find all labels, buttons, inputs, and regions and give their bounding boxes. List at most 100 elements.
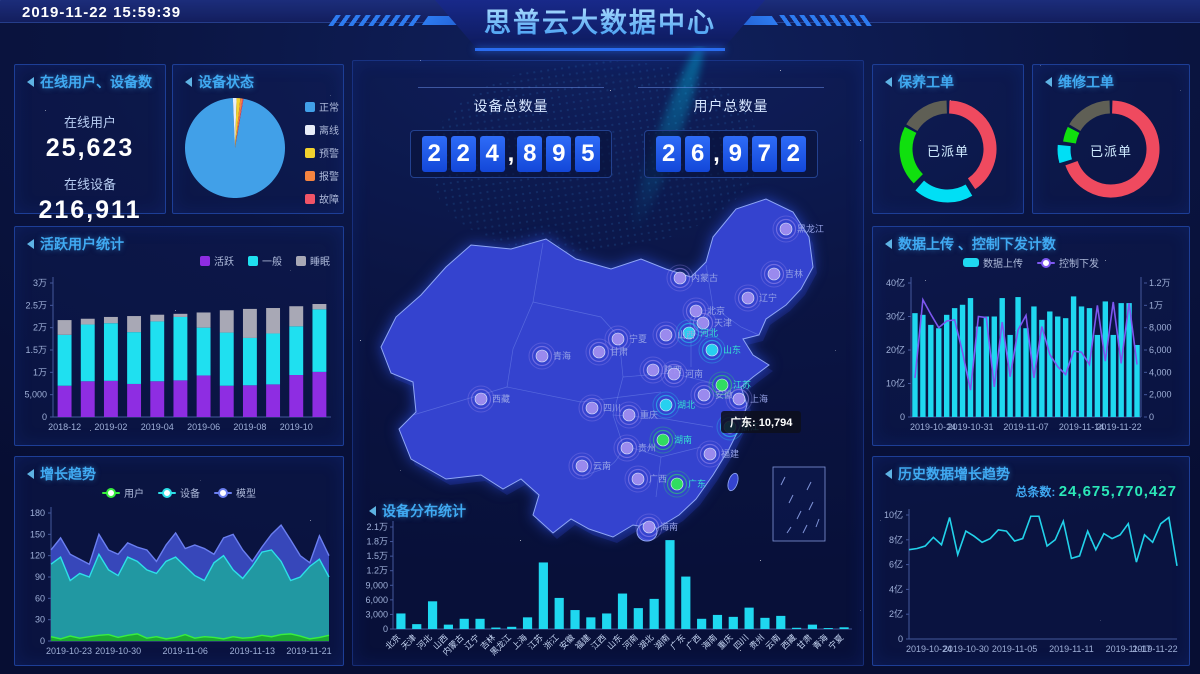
active-users-chart[interactable]: 0 5,000 1万 1.5万 2万 2.5万 3万 2018-12 2019-02 2019-0… [17,275,341,441]
svg-text:河南: 河南 [621,632,640,651]
map-bubble[interactable]: 广西 [624,465,667,493]
svg-text:浙江: 浙江 [542,632,561,651]
map-bubble[interactable]: 四川 [578,394,621,422]
legend-item[interactable]: 设备 [158,485,200,500]
bar-segment [312,371,327,417]
svg-text:2019-11-11: 2019-11-11 [1049,644,1094,654]
map-bubble[interactable]: 重庆 [615,401,658,429]
china-map[interactable]: 黑龙江吉林辽宁内蒙古北京天津河北山西山东宁夏甘肃青海陕西河南江苏安徽上海西藏四川… [361,177,861,567]
bar [1134,344,1140,417]
upload-dispatch-chart[interactable]: 0 10亿 20亿 30亿 40亿 0 2,000 4,000 6,000 8,000 1万 1.2万… [875,275,1187,441]
map-bubble[interactable]: 安徽 [690,381,733,409]
legend-item[interactable]: 一般 [248,253,282,268]
map-bubble[interactable]: 宁夏 [604,325,647,353]
svg-text:1.8万: 1.8万 [366,537,388,547]
map-bubble[interactable]: 天津 [689,309,732,337]
bar-segment [242,385,257,417]
panel-arrow-icon [885,77,892,87]
svg-text:3,000: 3,000 [365,609,388,619]
map-bubble[interactable]: 西藏 [467,385,510,413]
panel-active-users: 活跃用户统计 活跃 一般 睡眠 0 5,000 1万 1.5万 2万 2.5万 3万 2018-1… [14,226,344,446]
map-bubble[interactable]: 河北 [675,319,718,347]
map-bubble[interactable]: 内蒙古 [666,264,718,292]
legend-item[interactable]: 报警 [305,168,339,183]
svg-text:安徽: 安徽 [557,632,576,651]
svg-text:湖南: 湖南 [674,434,692,445]
panel-title: 活跃用户统计 [40,236,124,252]
legend: 数据上传 控制下发 [873,255,1189,270]
map-taiwan-island [727,472,739,492]
svg-text:9,000: 9,000 [365,580,388,590]
panel-title: 设备状态 [198,74,254,90]
map-bubble[interactable]: 海南 [635,513,678,541]
bar [522,617,533,629]
svg-text:宁夏: 宁夏 [629,333,647,344]
bar [1031,306,1037,417]
map-bubble[interactable]: 上海 [725,385,768,413]
svg-text:贵州: 贵州 [747,632,766,651]
map-bubble[interactable]: 黑龙江 [772,215,824,243]
donut-slice [948,100,997,190]
map-bubble[interactable]: 吉林 [760,260,803,288]
legend-item[interactable]: 睡眠 [296,253,330,268]
bar-segment [312,309,327,372]
map-bubble[interactable]: 湖南 [649,426,692,454]
svg-text:2019-02: 2019-02 [94,422,127,432]
map-bubble[interactable]: 甘肃 [585,338,628,366]
bar [967,298,974,417]
svg-text:海南: 海南 [700,632,719,651]
legend-item[interactable]: 活跃 [200,253,234,268]
svg-text:福建: 福建 [573,632,592,651]
line-series [908,515,1178,566]
svg-text:广西: 广西 [649,473,667,484]
device-distribution-chart[interactable]: 03,0006,0009,0001.2万1.5万1.8万2.1万北京天津河北山西… [355,521,860,663]
legend-chip-icon [200,255,210,266]
digit-box: 2 [450,136,476,172]
svg-text:河南: 河南 [685,368,703,379]
legend-item[interactable]: 预警 [305,145,339,160]
map-bubble[interactable]: 云南 [568,452,611,480]
map-bubble[interactable]: 湖北 [652,391,695,419]
legend: 正常离线预警报警故障 [305,95,339,210]
legend-item[interactable]: 模型 [214,485,256,500]
bar [983,316,990,417]
legend-item[interactable]: 控制下发 [1037,255,1099,270]
digit-box: 2 [656,136,682,172]
map-bubble[interactable]: 山东 [698,336,741,364]
pie-slice [235,98,241,148]
bar-segment [127,383,142,417]
panel-title: 历史数据增长趋势 [898,466,1010,482]
svg-text:山东: 山东 [605,632,624,651]
bar-segment [289,306,304,327]
map-bubble[interactable]: 河南 [660,360,703,388]
legend-chip-icon [296,255,306,266]
legend-item[interactable]: 离线 [305,122,339,137]
map-bubble[interactable]: 辽宁 [734,284,777,312]
map-bubble[interactable]: 山西 [652,321,695,349]
svg-text:甘肃: 甘肃 [610,346,628,357]
device-status-pie-chart[interactable] [179,91,294,206]
svg-text:江苏: 江苏 [733,379,751,390]
maintenance-donut-chart[interactable] [873,91,1023,211]
svg-text:1.5万: 1.5万 [25,345,47,355]
bar [1126,303,1132,417]
repair-donut-chart[interactable] [1036,91,1186,211]
map-bubble[interactable]: 江苏 [708,371,751,399]
map-bubble[interactable]: 青海 [528,342,571,370]
svg-text:2019-11-13: 2019-11-13 [230,646,275,656]
legend-chip-icon [305,124,315,135]
legend-label: 报警 [319,172,339,183]
legend-item[interactable]: 数据上传 [963,255,1023,270]
growth-trend-chart[interactable]: 0 30 60 90 120 150 180 2019-10-23 2019-10-30 2019… [17,505,341,661]
svg-text:2019-08: 2019-08 [233,422,266,432]
bar-segment [219,385,234,417]
map-bubble[interactable]: 福建 [696,440,739,468]
map-bubble[interactable]: 广东 [663,470,706,498]
bar [1110,334,1116,417]
legend-item[interactable]: 用户 [102,485,144,500]
map-bubble[interactable]: 贵州 [613,434,656,462]
legend-item[interactable]: 故障 [305,191,339,206]
legend-item[interactable]: 正常 [305,99,339,114]
